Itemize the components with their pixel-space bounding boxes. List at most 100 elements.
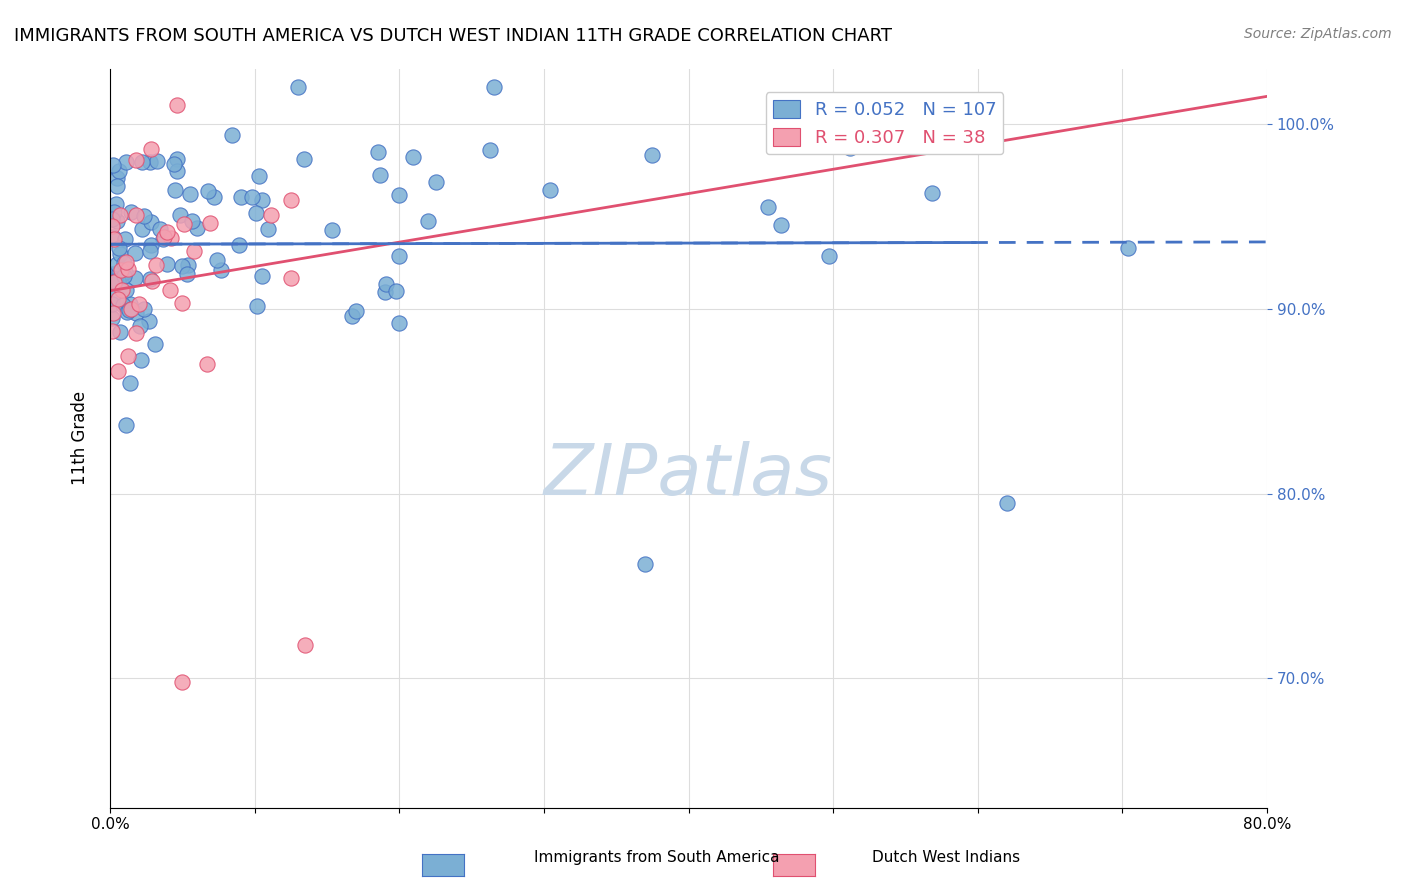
Immigrants from South America xyxy=(110,269,132,284)
Dutch West Indians xyxy=(111,283,134,297)
Immigrants from South America xyxy=(242,190,264,204)
Immigrants from South America xyxy=(205,253,228,268)
Immigrants from South America xyxy=(114,264,136,278)
Immigrants from South America xyxy=(202,190,225,204)
Dutch West Indians xyxy=(280,271,302,285)
Immigrants from South America xyxy=(108,326,131,340)
Immigrants from South America xyxy=(118,302,141,317)
Immigrants from South America xyxy=(112,298,135,312)
Immigrants from South America xyxy=(139,155,162,169)
Dutch West Indians xyxy=(115,254,138,268)
Immigrants from South America xyxy=(132,209,155,223)
Dutch West Indians xyxy=(894,98,917,112)
Dutch West Indians xyxy=(152,229,174,244)
Immigrants from South America xyxy=(179,186,201,201)
Immigrants from South America xyxy=(124,245,146,260)
Immigrants from South America xyxy=(100,267,122,281)
Immigrants from South America xyxy=(146,154,169,169)
Dutch West Indians xyxy=(141,274,163,288)
Immigrants from South America xyxy=(101,310,124,325)
Immigrants from South America xyxy=(103,204,125,219)
Text: IMMIGRANTS FROM SOUTH AMERICA VS DUTCH WEST INDIAN 11TH GRADE CORRELATION CHART: IMMIGRANTS FROM SOUTH AMERICA VS DUTCH W… xyxy=(14,27,891,45)
Dutch West Indians xyxy=(117,262,139,277)
Immigrants from South America xyxy=(245,206,267,220)
Dutch West Indians xyxy=(141,142,163,156)
Immigrants from South America xyxy=(170,259,193,273)
Dutch West Indians xyxy=(894,126,917,140)
Immigrants from South America xyxy=(112,256,135,270)
Immigrants from South America xyxy=(634,557,657,571)
Text: ZIPatlas: ZIPatlas xyxy=(544,441,834,509)
Immigrants from South America xyxy=(134,301,156,316)
Immigrants from South America xyxy=(197,184,219,198)
Immigrants from South America xyxy=(388,187,411,202)
Immigrants from South America xyxy=(143,337,166,351)
Immigrants from South America xyxy=(250,268,273,283)
Immigrants from South America xyxy=(374,277,396,292)
Immigrants from South America xyxy=(107,164,129,178)
Immigrants from South America xyxy=(247,169,270,183)
Immigrants from South America xyxy=(131,222,153,236)
Immigrants from South America xyxy=(104,197,127,211)
Immigrants from South America xyxy=(120,205,142,219)
Immigrants from South America xyxy=(115,305,138,319)
Immigrants from South America xyxy=(112,268,135,283)
Dutch West Indians xyxy=(110,262,132,277)
Immigrants from South America xyxy=(101,212,124,227)
Immigrants from South America xyxy=(817,249,839,263)
Immigrants from South America xyxy=(108,247,131,261)
Dutch West Indians xyxy=(100,219,122,233)
Immigrants from South America xyxy=(156,257,179,271)
Immigrants from South America xyxy=(292,152,315,166)
Dutch West Indians xyxy=(170,296,193,310)
Immigrants from South America xyxy=(131,353,153,368)
Immigrants from South America xyxy=(425,175,447,189)
Immigrants from South America xyxy=(166,152,188,166)
Immigrants from South America xyxy=(176,267,198,281)
Immigrants from South America xyxy=(124,270,146,285)
Immigrants from South America xyxy=(756,200,779,214)
Immigrants from South America xyxy=(229,190,252,204)
Immigrants from South America xyxy=(388,316,411,330)
Immigrants from South America xyxy=(416,214,439,228)
Immigrants from South America xyxy=(101,230,124,244)
Dutch West Indians xyxy=(159,283,181,297)
Immigrants from South America xyxy=(120,296,142,310)
Immigrants from South America xyxy=(103,274,125,288)
Immigrants from South America xyxy=(108,241,131,255)
Immigrants from South America xyxy=(152,232,174,246)
Immigrants from South America xyxy=(186,220,208,235)
Immigrants from South America xyxy=(995,496,1018,510)
Immigrants from South America xyxy=(114,283,136,297)
Immigrants from South America xyxy=(256,221,278,235)
Immigrants from South America xyxy=(138,244,160,258)
Immigrants from South America xyxy=(1116,242,1139,256)
Dutch West Indians xyxy=(195,357,218,371)
Immigrants from South America xyxy=(484,80,506,95)
Dutch West Indians xyxy=(198,216,221,230)
Dutch West Indians xyxy=(125,153,148,168)
Immigrants from South America xyxy=(246,299,269,313)
Dutch West Indians xyxy=(280,193,302,207)
Immigrants from South America xyxy=(115,154,138,169)
Legend: R = 0.052   N = 107, R = 0.307   N = 38: R = 0.052 N = 107, R = 0.307 N = 38 xyxy=(766,93,1004,154)
Immigrants from South America xyxy=(344,303,367,318)
Dutch West Indians xyxy=(120,301,142,316)
Immigrants from South America xyxy=(479,144,502,158)
Immigrants from South America xyxy=(340,310,363,324)
Immigrants from South America xyxy=(105,257,128,271)
Immigrants from South America xyxy=(108,265,131,279)
Immigrants from South America xyxy=(370,168,392,182)
Dutch West Indians xyxy=(260,208,283,222)
Dutch West Indians xyxy=(173,217,195,231)
Immigrants from South America xyxy=(921,186,943,201)
Dutch West Indians xyxy=(117,349,139,363)
Immigrants from South America xyxy=(107,274,129,288)
Dutch West Indians xyxy=(125,208,148,222)
Immigrants from South America xyxy=(128,319,150,334)
Immigrants from South America xyxy=(838,141,860,155)
Immigrants from South America xyxy=(402,150,425,164)
Immigrants from South America xyxy=(321,222,343,236)
Immigrants from South America xyxy=(180,214,202,228)
Immigrants from South America xyxy=(139,237,162,252)
